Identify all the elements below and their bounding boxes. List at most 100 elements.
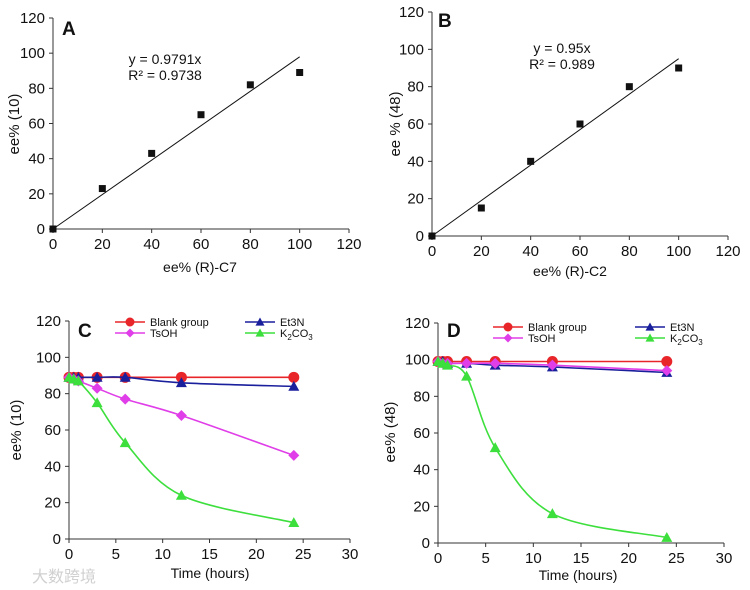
y-tick-label: 60: [407, 116, 424, 133]
x-tick-label: 25: [295, 546, 312, 563]
marker-triangle: [175, 489, 187, 500]
marker-triangle: [255, 328, 265, 337]
marker-diamond: [489, 357, 501, 369]
x-tick-label: 30: [342, 546, 359, 563]
marker-square: [98, 185, 106, 193]
marker-diamond: [119, 393, 131, 405]
marker-triangle: [72, 375, 84, 386]
legend-text-part: CO: [682, 333, 699, 345]
marker-square: [49, 225, 57, 233]
x-tick-label: 0: [434, 550, 442, 567]
y-tick-label: 100: [405, 352, 430, 369]
y-tick-label: 40: [44, 458, 61, 475]
marker-circle: [288, 371, 300, 383]
x-tick-label: 25: [668, 550, 685, 567]
marker-square: [477, 204, 485, 212]
x-tick-label: 40: [143, 236, 160, 253]
y-tick-label: 40: [413, 462, 430, 479]
y-axis-title: ee% (10): [8, 400, 25, 461]
marker-triangle: [645, 322, 655, 331]
x-tick-label: 15: [201, 546, 218, 563]
legend-label: TsOH: [528, 333, 556, 345]
legend: Blank group Et3N TsOH K2CO3: [493, 322, 703, 347]
x-tick-label: 60: [572, 243, 589, 260]
legend-text-part: 3: [308, 333, 313, 342]
y-tick-label: 120: [405, 315, 430, 332]
y-tick-label: 40: [28, 151, 45, 168]
marker-diamond: [503, 333, 513, 343]
x-tick-label: 60: [193, 236, 210, 253]
legend: Blank group Et3N TsOH K2CO3: [115, 317, 313, 342]
x-axis-title: ee% (R)-C7: [163, 259, 237, 275]
marker-triangle: [91, 397, 103, 408]
x-tick-label: 20: [94, 236, 111, 253]
marker-triangle: [119, 371, 131, 382]
marker-triangle: [91, 371, 103, 382]
y-tick-label: 40: [407, 153, 424, 170]
panel-letter: B: [438, 11, 452, 32]
legend-label: Blank group: [150, 317, 209, 329]
y-tick-label: 20: [28, 186, 45, 203]
marker-triangle: [119, 437, 131, 448]
marker-diamond: [91, 382, 103, 394]
marker-diamond: [125, 328, 135, 338]
marker-circle: [125, 317, 135, 327]
x-axis-title: Time (hours): [171, 565, 250, 581]
y-tick-label: 60: [28, 116, 45, 133]
y-tick-label: 0: [37, 221, 45, 238]
x-tick-label: 80: [621, 243, 638, 260]
marker-circle: [661, 356, 673, 367]
legend-text-part: K: [280, 328, 288, 340]
y-tick-label: 100: [20, 45, 45, 62]
y-tick-label: 80: [413, 388, 430, 405]
x-axis-title: ee% (R)-C2: [533, 263, 607, 279]
panel-letter: A: [62, 19, 76, 40]
marker-diamond: [175, 409, 187, 421]
marker-square: [296, 69, 304, 77]
marker-square: [148, 149, 156, 157]
legend-label: Et3N: [670, 322, 695, 334]
panel-b: 0 20 40 60 80 100 120 0 20 40 60 80 100 120 Bee% (R)-C…: [387, 4, 741, 279]
y-tick-label: 80: [28, 80, 45, 97]
marker-triangle: [461, 370, 473, 381]
x-tick-label: 0: [428, 243, 436, 260]
panel-letter: D: [447, 321, 461, 342]
y-axis-title: ee% (48): [382, 402, 399, 463]
fit-line: [52, 56, 300, 230]
x-tick-label: 10: [525, 550, 542, 567]
x-tick-label: 5: [112, 546, 120, 563]
x-tick-label: 20: [620, 550, 637, 567]
marker-diamond: [288, 449, 300, 461]
x-tick-label: 0: [49, 236, 57, 253]
y-tick-label: 20: [407, 191, 424, 208]
marker-square: [197, 111, 205, 119]
marker-triangle: [288, 517, 300, 528]
x-tick-label: 40: [522, 243, 539, 260]
marker-triangle: [661, 532, 673, 542]
fit-equation: y = 0.95x: [533, 40, 590, 56]
x-tick-label: 5: [481, 550, 489, 567]
legend-text-part: CO: [292, 328, 309, 340]
legend-label: K2CO3: [280, 328, 313, 342]
legend-text-part: 3: [698, 338, 703, 347]
x-tick-label: 20: [473, 243, 490, 260]
y-tick-label: 100: [399, 41, 424, 58]
marker-diamond: [546, 359, 558, 371]
y-tick-label: 0: [416, 228, 424, 245]
marker-triangle: [175, 377, 187, 388]
marker-triangle: [255, 317, 265, 326]
marker-square: [527, 157, 535, 165]
y-axis-title: ee% (10): [6, 94, 23, 155]
marker-diamond: [461, 357, 473, 369]
x-tick-label: 100: [666, 243, 691, 260]
marker-triangle: [489, 442, 501, 453]
legend-label: K2CO3: [670, 333, 703, 347]
legend-text-part: 2: [287, 333, 292, 342]
fit-r2: R² = 0.9738: [128, 67, 202, 83]
panel-d: 0 5 10 15 20 25 30 0 20 40 60 80 100 120 D Time (hours)…: [382, 315, 732, 583]
marker-square: [625, 83, 633, 91]
x-tick-label: 20: [248, 546, 265, 563]
marker-square: [428, 232, 436, 240]
legend-text-part: K: [670, 333, 678, 345]
